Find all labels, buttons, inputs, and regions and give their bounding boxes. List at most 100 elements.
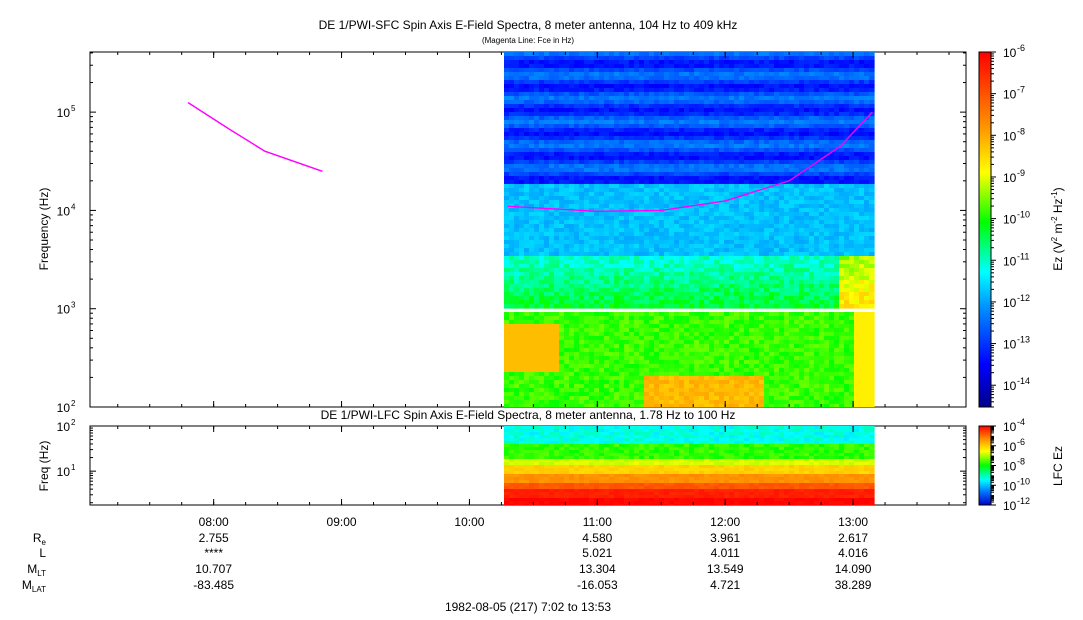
spectrogram-cell	[719, 212, 725, 217]
spectrogram-cell	[554, 100, 560, 105]
spectrogram-cell	[599, 272, 605, 277]
spectrogram-cell	[774, 388, 780, 393]
spectrogram-cell	[614, 124, 620, 129]
spectrogram-cell	[579, 328, 585, 333]
spectrogram-cell	[709, 404, 715, 407]
spectrogram-cell	[639, 372, 645, 377]
spectrogram-cell	[764, 192, 770, 197]
spectrogram-cell	[774, 332, 780, 337]
spectrogram-cell	[514, 184, 520, 189]
spectrogram-cell	[554, 364, 560, 369]
spectrogram-cell	[614, 356, 620, 361]
spectrogram-cell	[719, 160, 725, 165]
spectrogram-cell	[779, 264, 785, 269]
spectrogram-cell	[529, 288, 535, 293]
spectrogram-cell	[699, 236, 705, 241]
spectrogram-cell	[509, 304, 515, 309]
spectrogram-cell	[634, 84, 640, 89]
spectrogram-cell	[689, 144, 695, 149]
spectrogram-cell	[584, 104, 590, 109]
spectrogram-cell	[604, 236, 610, 241]
spectrogram-cell	[579, 256, 585, 261]
spectrogram-cell	[764, 360, 770, 365]
spectrogram-cell	[514, 252, 520, 257]
spectrogram-cell	[629, 340, 635, 345]
spectrogram-cell	[534, 204, 540, 209]
spectrogram-cell	[599, 404, 605, 407]
spectrogram-cell	[689, 400, 695, 405]
spectrogram-cell	[649, 232, 655, 237]
spectrogram-cell	[639, 268, 645, 273]
spectrogram-cell	[669, 68, 675, 73]
spectrogram-cell	[749, 292, 755, 297]
spectrogram-cell	[594, 292, 600, 297]
spectrogram-cell	[654, 128, 660, 133]
spectrogram-cell	[514, 240, 520, 245]
spectrogram-cell	[619, 248, 625, 253]
spectrogram-cell	[524, 368, 530, 373]
spectrogram-cell	[644, 232, 650, 237]
spectrogram-cell	[609, 348, 615, 353]
spectrogram-cell	[654, 400, 660, 405]
spectrogram-cell	[649, 264, 655, 269]
spectrogram-cell	[584, 216, 590, 221]
spectrogram-cell	[779, 320, 785, 325]
spectrogram-cell	[554, 336, 560, 341]
spectrogram-cell	[754, 140, 760, 145]
spectrogram-cell	[504, 180, 510, 185]
spectrogram-cell	[589, 200, 595, 205]
spectrogram-cell	[764, 204, 770, 209]
spectrogram-cell	[699, 400, 705, 405]
spectrogram-cell	[734, 276, 740, 281]
spectrogram-cell	[514, 96, 520, 101]
spectrogram-cell	[619, 108, 625, 113]
spectrogram-cell	[754, 296, 760, 301]
spectrogram-cell	[769, 188, 775, 193]
spectrogram-cell	[524, 356, 530, 361]
spectrogram-cell	[724, 172, 730, 177]
spectrogram-cell	[739, 56, 745, 61]
spectrogram-cell	[659, 232, 665, 237]
spectrogram-cell	[649, 320, 655, 325]
spectrogram-cell	[504, 84, 510, 89]
spectrogram-cell	[764, 72, 770, 77]
spectrogram-cell	[574, 56, 580, 61]
spectrogram-cell	[704, 304, 710, 309]
spectrogram-cell	[614, 256, 620, 261]
spectrogram-cell	[764, 340, 770, 345]
spectrogram-cell	[544, 304, 550, 309]
spectrogram-cell	[739, 52, 745, 57]
spectrogram-cell	[514, 152, 520, 157]
spectrogram-cell	[714, 252, 720, 257]
spectrogram-cell	[749, 392, 755, 397]
spectrogram-cell	[779, 360, 785, 365]
spectrogram-cell	[714, 284, 720, 289]
spectrogram-cell	[674, 376, 680, 381]
spectrogram-cell	[539, 252, 545, 257]
spectrogram-cell	[714, 384, 720, 389]
spectrogram-cell	[764, 176, 770, 181]
spectrogram-cell	[684, 252, 690, 257]
spectrogram-cell	[749, 120, 755, 125]
spectrogram-cell	[774, 244, 780, 249]
spectrogram-cell	[769, 64, 775, 69]
spectrogram-cell	[784, 208, 790, 213]
spectrogram-cell	[654, 336, 660, 341]
spectrogram-cell	[694, 316, 700, 321]
spectrogram-cell	[614, 136, 620, 141]
spectrogram-cell	[729, 216, 735, 221]
spectrogram-cell	[704, 272, 710, 277]
spectrogram-cell	[669, 208, 675, 213]
spectrogram-cell	[779, 248, 785, 253]
spectrogram-cell	[654, 80, 660, 85]
spectrogram-cell	[524, 84, 530, 89]
spectrogram-cell	[764, 180, 770, 185]
spectrogram-cell	[669, 356, 675, 361]
spectrogram-cell	[739, 272, 745, 277]
spectrogram-cell	[729, 404, 735, 407]
spectrogram-cell	[649, 384, 655, 389]
spectrogram-cell	[604, 356, 610, 361]
spectrogram-cell	[574, 184, 580, 189]
spectrogram-cell	[749, 344, 755, 349]
spectrogram-cell	[719, 84, 725, 89]
